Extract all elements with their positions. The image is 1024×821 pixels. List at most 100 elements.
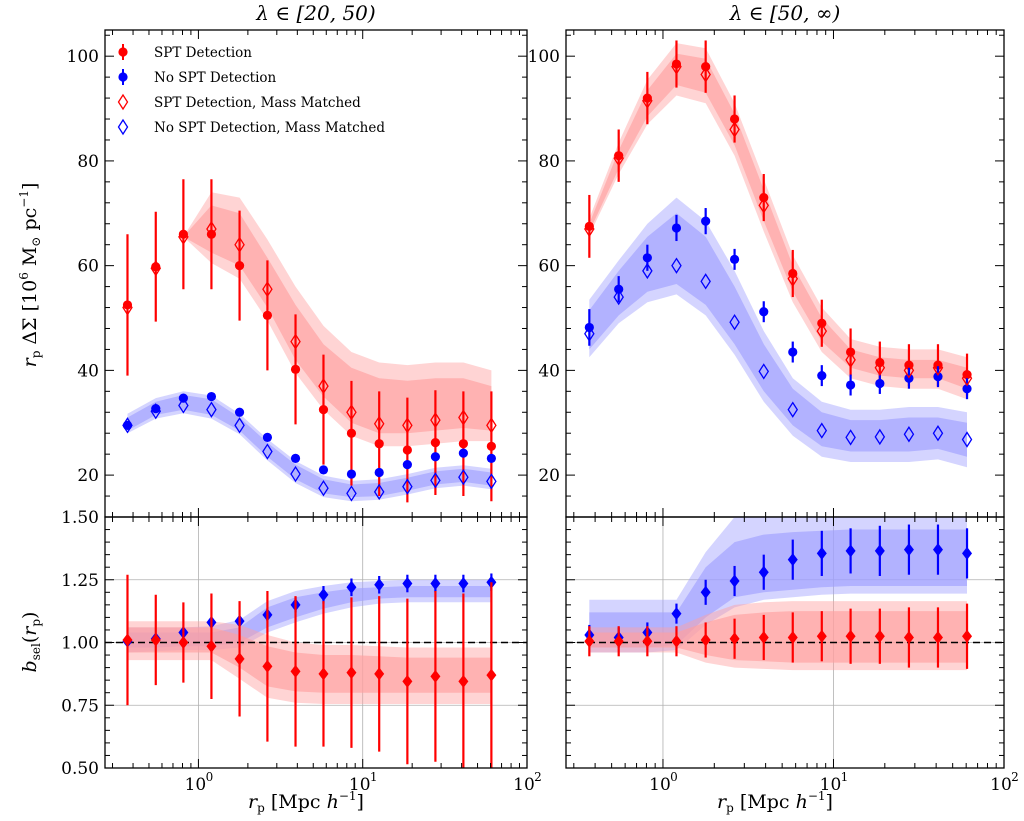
upper-left-series-3-point <box>206 401 217 418</box>
lower-panel-right <box>566 517 1004 671</box>
lower-right-series-0-point <box>787 553 798 567</box>
lower-left-series-0-point <box>346 580 357 594</box>
lower-right-series-0-point <box>903 543 914 557</box>
lower-left-series-1-point <box>150 633 161 647</box>
lower-right-series-1-point <box>845 629 856 643</box>
x-tick-label: 10 <box>649 775 671 795</box>
lower-left-series-0-point <box>458 577 469 591</box>
legend-marker <box>117 118 129 136</box>
upper-right-series-1-point <box>671 223 682 233</box>
upper-left-series-2-point <box>373 415 385 432</box>
upper-right-series-3-point <box>903 426 915 443</box>
lower-right-series-1-point <box>758 630 769 644</box>
lower-right-series-1-point <box>787 630 798 644</box>
upper-left-series-0-point <box>402 445 412 455</box>
upper-right-series-3-point <box>961 431 973 448</box>
lower-right-series-0-point <box>758 565 769 579</box>
upper-right-series-3-point <box>874 428 886 446</box>
upper-left-series-1-point <box>122 420 133 430</box>
lower-right-series-1-point <box>816 629 827 643</box>
upper-right-series-0-point <box>729 114 740 124</box>
upper-left-series-3-point <box>234 417 245 434</box>
lower-right-series-1-point <box>584 634 595 648</box>
upper-left-series-1-point <box>262 432 273 443</box>
upper-left-series-2-point <box>318 377 329 395</box>
upper-left-series-3-point <box>373 483 385 501</box>
x-tick-label-exponent: 1 <box>841 770 849 784</box>
upper-left-series-0-point <box>374 439 384 449</box>
upper-left-series-3-point <box>290 465 301 483</box>
lower-right-series-0-point <box>700 585 711 599</box>
upper-right-series-0-point <box>642 93 652 103</box>
x-axis-label: rp [Mpc h−1] <box>717 789 833 815</box>
lower-left-series-1-point <box>262 659 273 673</box>
x-tick-label-exponent: 1 <box>370 770 378 784</box>
upper-right-series-1-point <box>701 216 711 226</box>
lower-left-series-1-point <box>206 639 217 653</box>
upper-right-series-3-band-inner <box>589 213 967 457</box>
lower-left-series-0-point <box>374 578 385 592</box>
upper-left-series-1-point <box>346 469 357 479</box>
upper-right-series-1-point <box>962 384 972 394</box>
upper-right-series-2-point <box>729 121 740 138</box>
lower-left-series-1-point <box>178 636 189 649</box>
legend: SPT Detection No SPT Detection SPT Detecti… <box>117 44 385 136</box>
upper-right-ticks: 20 40 60 80 100 <box>528 30 1005 518</box>
upper-right-series-3-point <box>932 425 944 442</box>
upper-left-series-3-point <box>402 478 413 495</box>
y-tick-label: 60 <box>77 257 99 277</box>
lower-left-series-0-point <box>402 577 413 591</box>
upper-left-series-1-point <box>151 404 161 414</box>
lower-right-series-0-point <box>962 546 973 560</box>
lower-right-series-1-point <box>932 630 943 644</box>
upper-left-series-0-point <box>290 364 301 374</box>
upper-left-series-2-point <box>206 220 217 238</box>
upper-right-series-2-point <box>642 92 653 109</box>
upper-right-series-2-band-outer <box>589 43 967 400</box>
upper-right-series-1-point <box>933 372 943 382</box>
lower-left-series-1-point <box>486 668 497 682</box>
lower-left-series-1-point <box>374 667 385 681</box>
y-tick-label: 100 <box>528 47 560 67</box>
upper-right-series-2-point <box>787 270 799 287</box>
lower-right-series-0-band-inner <box>589 529 967 648</box>
upper-left-series-2-point <box>486 417 497 434</box>
upper-right-series-2-point <box>671 58 682 75</box>
lower-right-ticks: 10 0 10 1 10 2 <box>566 516 1019 795</box>
lower-right-series-0-point <box>845 544 856 558</box>
upper-left-series-3-point <box>122 417 133 434</box>
upper-right-series-3-point <box>845 429 856 446</box>
y-axis-label-upper: rp ΔΣ [106 M⊙ pc−1] <box>17 183 43 368</box>
upper-left-series-2-point <box>290 333 301 350</box>
y-tick-label: 1.50 <box>61 508 99 528</box>
upper-right-series-3-point <box>758 363 770 380</box>
lower-right-series-1-point <box>874 629 885 643</box>
x-tick-label-exponent: 0 <box>206 770 214 784</box>
lower-right-series-1-point <box>729 632 740 646</box>
upper-left-series-1-point <box>458 448 468 458</box>
x-tick-label-exponent: 2 <box>1011 770 1019 784</box>
upper-left-series-3-point <box>262 443 273 460</box>
upper-right-series-3-point <box>642 262 653 280</box>
upper-right-series-2-point <box>613 150 624 167</box>
lower-right-series-1-point <box>642 634 653 648</box>
upper-left-series-3-point <box>178 397 189 414</box>
lower-right-series-0-point <box>729 574 740 588</box>
y-tick-label: 1.25 <box>61 571 99 591</box>
lower-right-series-0-point <box>816 546 827 560</box>
x-tick-label: 10 <box>185 775 207 795</box>
lower-left-series-0-point <box>318 588 329 602</box>
lower-right-series-1-point <box>903 630 914 644</box>
upper-right-series-2-point <box>874 359 886 376</box>
x-tick-label-exponent: 0 <box>670 770 678 784</box>
lower-left-series-1-point <box>234 652 245 666</box>
panel-title: λ ∈ [20, 50) <box>255 1 375 25</box>
upper-left-series-0-point <box>486 441 496 451</box>
lower-right-series-1-point <box>700 633 711 647</box>
upper-right-series-1-point <box>788 347 798 357</box>
legend-label: No SPT Detection, Mass Matched <box>154 120 385 136</box>
upper-left-series-1-point <box>290 453 301 463</box>
lower-left-series-1-point <box>430 669 441 683</box>
x-axis-label: rp [Mpc h−1] <box>248 789 364 815</box>
lower-right-series-1-band-inner <box>589 611 967 663</box>
